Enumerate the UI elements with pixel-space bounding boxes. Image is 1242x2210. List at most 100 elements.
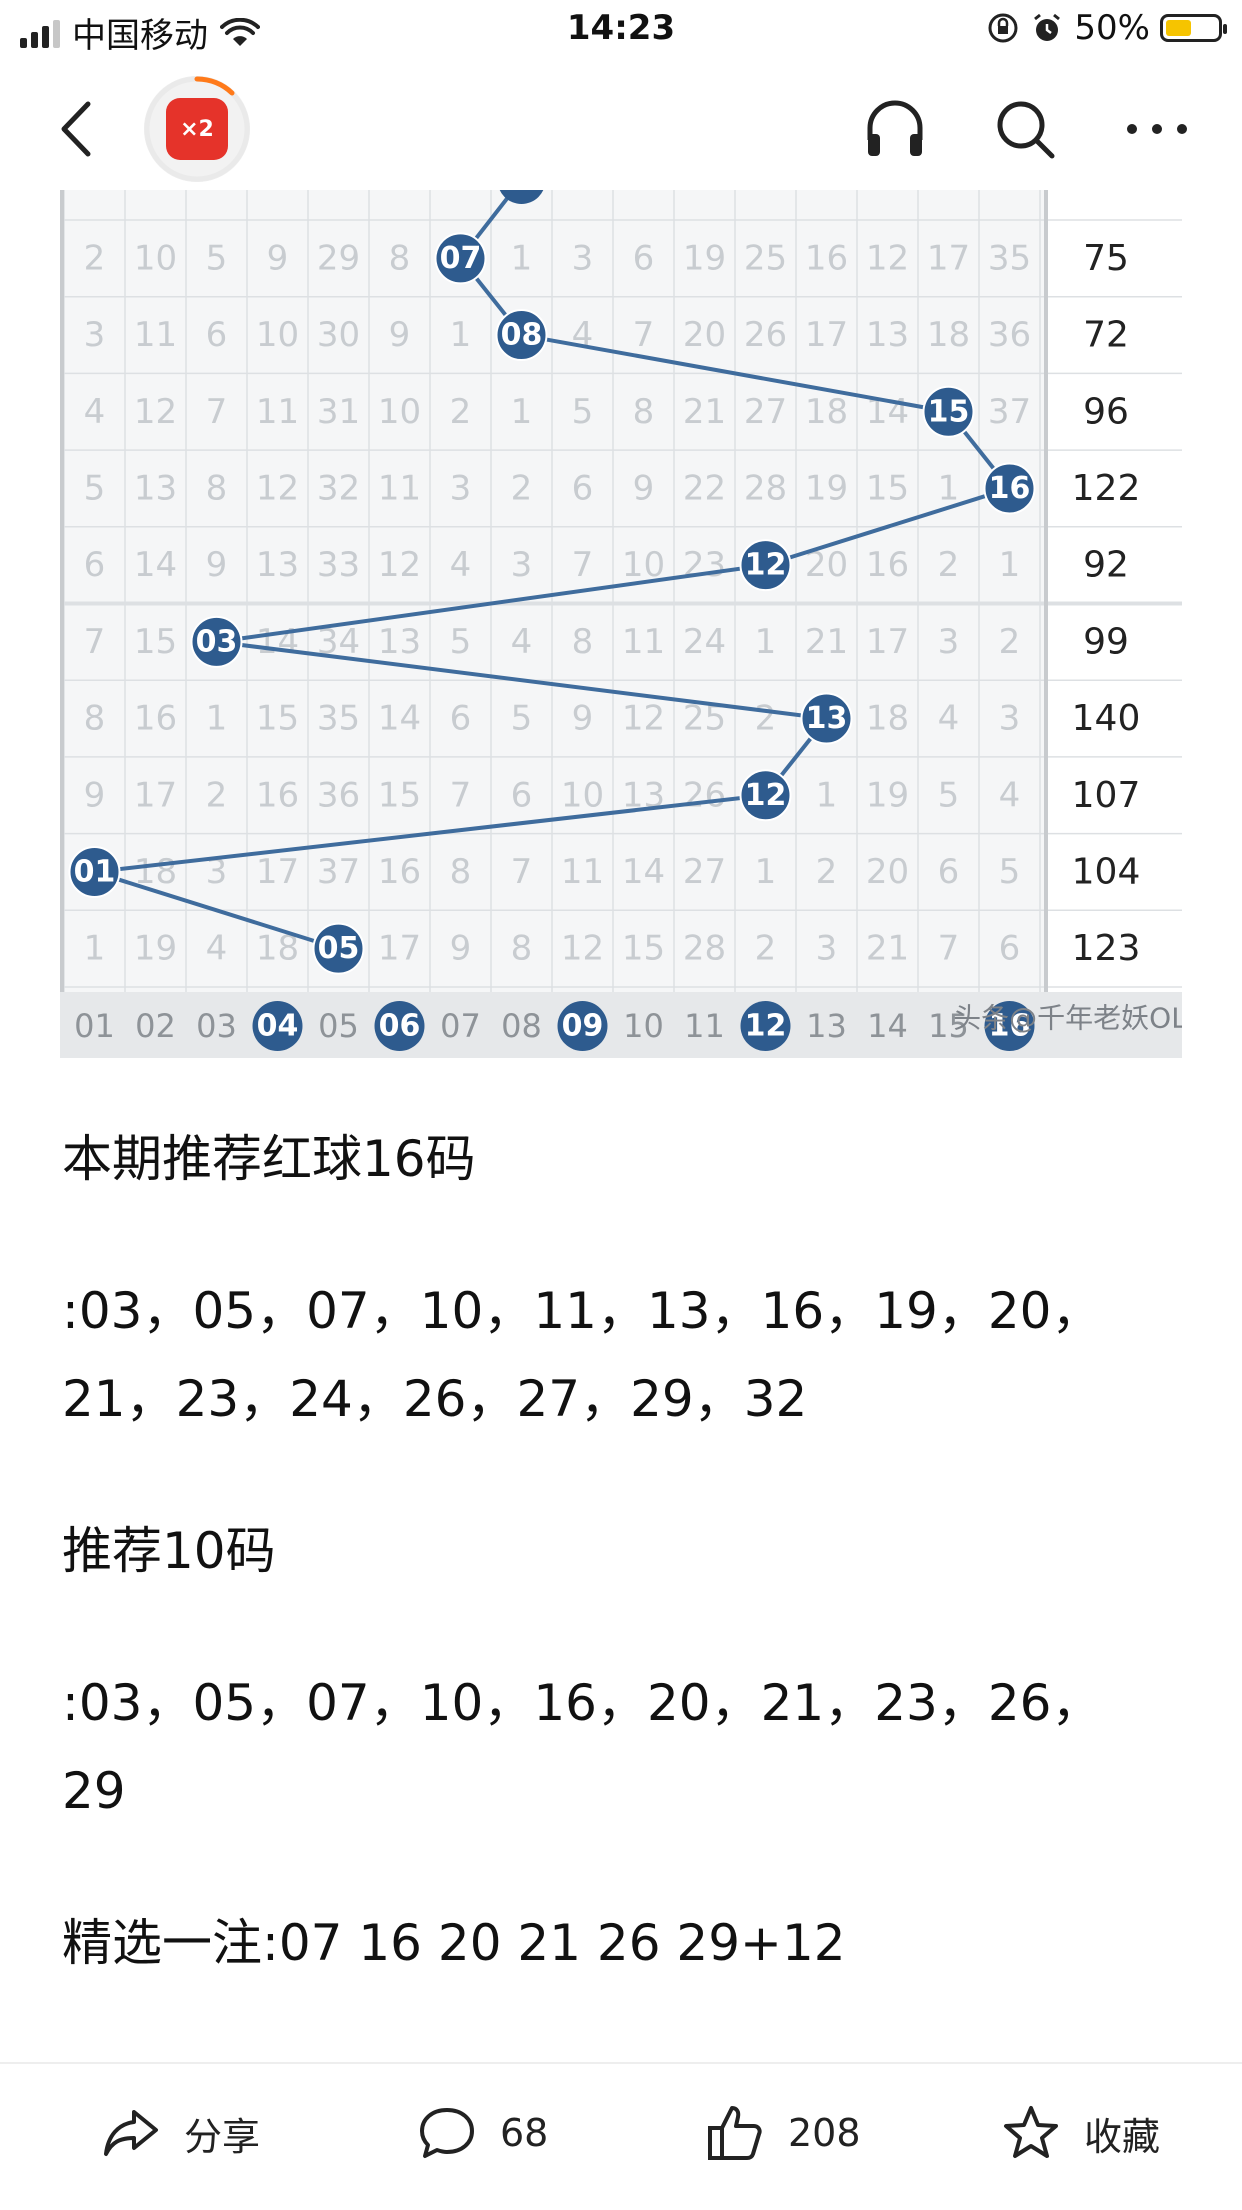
grid-number: 19 [866, 775, 909, 815]
grid-number: 9 [84, 775, 106, 815]
grid-number: 16 [805, 238, 848, 278]
grid-number: 2 [999, 622, 1021, 662]
grid-number: 1 [84, 929, 106, 969]
grid-number: 1 [511, 238, 533, 278]
share-label: 分享 [184, 2114, 261, 2159]
grid-number: 6 [511, 775, 533, 815]
grid-number: 4 [938, 699, 960, 739]
grid-number: 9 [389, 315, 411, 355]
row-sum: 96 [1083, 391, 1129, 432]
share-button[interactable]: 分享 [100, 2102, 260, 2164]
grid-number: 17 [805, 315, 848, 355]
footer-number: 11 [684, 1007, 725, 1045]
grid-number: 11 [256, 392, 299, 432]
grid-number: 29 [317, 238, 360, 278]
grid-number: 26 [744, 315, 787, 355]
grid-number: 18 [805, 392, 848, 432]
nav-bar: ×2 [0, 68, 1242, 190]
grid-number: 9 [633, 468, 655, 508]
grid-number: 6 [84, 545, 106, 585]
grid-number: 7 [450, 775, 472, 815]
progress-ring [144, 76, 250, 182]
grid-number: 1 [755, 622, 777, 662]
row-sum: 92 [1083, 545, 1129, 586]
grid-number: 11 [561, 852, 604, 892]
grid-number: 14 [134, 545, 177, 585]
signal-icon [20, 18, 60, 48]
footer-number: 01 [74, 1007, 115, 1045]
grid-number: 3 [816, 929, 838, 969]
comment-button[interactable]: 68 [416, 2102, 548, 2164]
numbers-line-1: :03，05，07，10，11，13，16，19，20， [62, 1282, 1102, 1340]
row-sum: 140 [1072, 698, 1141, 739]
grid-number: 19 [134, 929, 177, 969]
grid-number: 8 [633, 392, 655, 432]
grid-number: 19 [805, 468, 848, 508]
grid-number: 6 [206, 315, 228, 355]
grid-number: 1 [755, 852, 777, 892]
article-body: 本期推荐红球16码 :03，05，07，10，11，13，16，19，20， 2… [62, 1115, 1172, 1987]
comment-count: 68 [500, 2111, 549, 2155]
more-icon[interactable] [1122, 94, 1192, 164]
grid-number: 6 [572, 468, 594, 508]
grid-number: 1 [999, 545, 1021, 585]
grid-number: 2 [755, 699, 777, 739]
grid-number: 16 [134, 699, 177, 739]
grid-number: 2 [938, 545, 960, 585]
grid-number: 17 [134, 775, 177, 815]
grid-number: 28 [744, 468, 787, 508]
grid-number: 35 [988, 238, 1031, 278]
grid-number: 3 [84, 315, 106, 355]
grid-number: 1 [450, 315, 472, 355]
heading-pick-10: 推荐10码 [62, 1522, 276, 1580]
hit-ball [495, 309, 548, 362]
headphones-icon[interactable] [860, 94, 930, 164]
grid-number: 9 [267, 238, 289, 278]
row-sum: 75 [1083, 238, 1129, 279]
footer-number: 13 [806, 1007, 847, 1045]
hit-ball [312, 922, 365, 975]
search-icon[interactable] [990, 94, 1060, 164]
watermark: 头条@千年老妖OL [953, 1002, 1182, 1035]
grid-number: 2 [450, 392, 472, 432]
avatar[interactable]: ×2 [144, 76, 250, 182]
grid-number: 5 [572, 392, 594, 432]
carrier-label: 中国移动 [72, 16, 208, 56]
grid-number: 12 [256, 468, 299, 508]
favorite-button[interactable]: 收藏 [1000, 2102, 1160, 2164]
grid-number: 14 [622, 852, 665, 892]
hit-ball-label: 03 [196, 624, 238, 659]
grid-number: 3 [572, 238, 594, 278]
row-sum: 123 [1072, 928, 1141, 969]
grid-number: 15 [378, 775, 421, 815]
hit-ball [739, 539, 792, 592]
row-sum: 99 [1083, 621, 1129, 662]
grid-number: 7 [206, 392, 228, 432]
grid-number: 1 [511, 392, 533, 432]
grid-number: 8 [206, 468, 228, 508]
grid-number: 9 [450, 929, 472, 969]
grid-number: 3 [938, 622, 960, 662]
grid-number: 3 [999, 699, 1021, 739]
share-icon [104, 2110, 158, 2156]
grid-number: 26 [683, 775, 726, 815]
grid-number: 8 [389, 238, 411, 278]
grid-number: 5 [84, 468, 106, 508]
grid-number: 37 [988, 392, 1031, 432]
grid-number: 16 [256, 775, 299, 815]
grid-number: 15 [866, 468, 909, 508]
row-sum: 107 [1072, 775, 1141, 816]
grid-number: 27 [744, 392, 787, 432]
footer-number: 05 [318, 1007, 359, 1045]
trend-line [216, 639, 827, 721]
footer-ball-label: 09 [562, 1009, 604, 1044]
featured-pick: 精选一注:07 16 20 21 26 29+12 [62, 1914, 846, 1972]
footer-number: 15 [928, 1007, 969, 1045]
grid-number: 6 [938, 852, 960, 892]
like-button[interactable]: 208 [704, 2102, 861, 2164]
back-icon[interactable] [48, 94, 118, 164]
grid-number: 17 [256, 852, 299, 892]
grid-number: 7 [84, 622, 106, 662]
grid-number: 2 [84, 238, 106, 278]
grid-number: 35 [317, 699, 360, 739]
